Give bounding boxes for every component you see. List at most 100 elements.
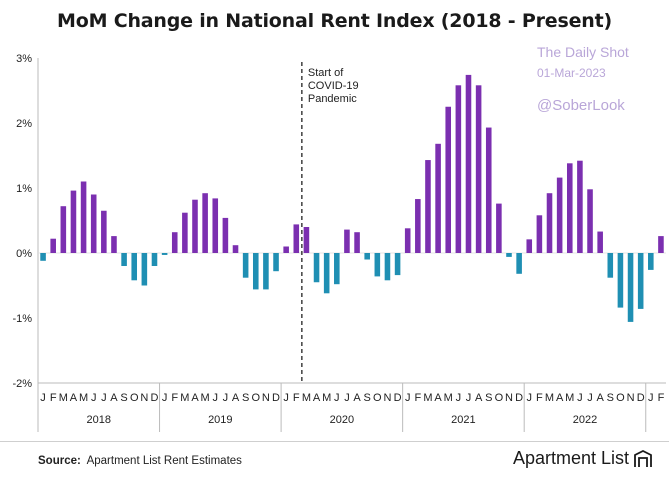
month-tick-label: F bbox=[171, 392, 178, 404]
month-tick-label: A bbox=[110, 392, 118, 404]
month-tick-label: J bbox=[334, 392, 340, 404]
year-label: 2019 bbox=[208, 414, 232, 426]
bar bbox=[323, 253, 330, 294]
month-tick-label: F bbox=[658, 392, 665, 404]
chart-title: MoM Change in National Rent Index (2018 … bbox=[57, 10, 612, 32]
bar bbox=[374, 253, 381, 277]
month-tick-label: J bbox=[91, 392, 97, 404]
bar bbox=[455, 85, 462, 253]
bar bbox=[151, 253, 158, 266]
bar bbox=[526, 239, 533, 253]
bar bbox=[182, 212, 188, 253]
month-tick-label: J bbox=[213, 392, 219, 404]
bar bbox=[232, 245, 239, 253]
footer-divider bbox=[0, 441, 669, 442]
bar bbox=[496, 203, 502, 253]
month-tick-label: O bbox=[616, 392, 625, 404]
y-tick-label: 3% bbox=[16, 53, 32, 65]
bar bbox=[344, 229, 350, 253]
bar bbox=[384, 253, 391, 281]
month-tick-label: A bbox=[434, 392, 442, 404]
month-tick-label: F bbox=[536, 392, 543, 404]
month-tick-label: O bbox=[495, 392, 504, 404]
year-label: 2021 bbox=[451, 414, 475, 426]
bar bbox=[313, 253, 320, 283]
bar bbox=[263, 253, 269, 290]
watermark-line-3: @SoberLook bbox=[537, 97, 625, 114]
month-tick-label: J bbox=[283, 392, 289, 404]
y-tick-label: 2% bbox=[16, 118, 32, 130]
apartment-list-icon bbox=[634, 449, 652, 467]
bar bbox=[364, 253, 370, 260]
month-tick-label: J bbox=[162, 392, 168, 404]
month-tick-label: A bbox=[70, 392, 78, 404]
month-tick-label: A bbox=[353, 392, 361, 404]
month-tick-label: O bbox=[130, 392, 139, 404]
covid-annotation-text: COVID-19 bbox=[308, 80, 359, 92]
bar bbox=[648, 253, 654, 270]
month-tick-label: J bbox=[648, 392, 654, 404]
month-tick-label: D bbox=[394, 392, 402, 404]
bar bbox=[303, 227, 310, 253]
source-label: Source: bbox=[38, 455, 81, 467]
brand-name: Apartment List bbox=[512, 448, 629, 468]
covid-annotation-text: Start of bbox=[308, 67, 344, 79]
month-tick-label: D bbox=[515, 392, 523, 404]
bar bbox=[202, 193, 208, 253]
bar bbox=[131, 253, 138, 281]
month-tick-label: J bbox=[344, 392, 350, 404]
y-tick-label: 1% bbox=[16, 183, 32, 195]
bar bbox=[637, 253, 644, 309]
chart-canvas: -2%-1%0%1%2%3%J F M A M J J A S O N D J F M A M J J A S O N D J F… bbox=[12, 53, 666, 432]
month-tick-label: S bbox=[242, 392, 249, 404]
bar bbox=[485, 127, 492, 253]
month-tick-label: M bbox=[302, 392, 311, 404]
watermark-line-2: 01-Mar-2023 bbox=[537, 66, 606, 80]
bar bbox=[415, 199, 421, 253]
bar bbox=[171, 232, 178, 253]
bar bbox=[111, 236, 117, 253]
bar bbox=[445, 106, 452, 253]
month-tick-label: M bbox=[423, 392, 432, 404]
bar bbox=[242, 253, 249, 278]
bar bbox=[506, 253, 512, 257]
bar bbox=[40, 253, 46, 261]
y-tick-label: 0% bbox=[16, 248, 32, 260]
y-tick-label: -1% bbox=[12, 313, 32, 325]
month-tick-label: M bbox=[545, 392, 554, 404]
bar bbox=[283, 246, 289, 253]
month-tick-label: J bbox=[456, 392, 462, 404]
bar bbox=[394, 253, 401, 276]
month-tick-label: D bbox=[272, 392, 280, 404]
bar bbox=[465, 74, 472, 254]
bar bbox=[546, 193, 553, 253]
watermark-line-1: The Daily Shot bbox=[537, 44, 629, 60]
month-tick-label: A bbox=[596, 392, 604, 404]
bar bbox=[70, 190, 77, 253]
bar bbox=[141, 253, 148, 286]
month-tick-label: N bbox=[627, 392, 635, 404]
bar bbox=[273, 253, 279, 272]
bar bbox=[161, 253, 168, 255]
bar bbox=[566, 163, 573, 253]
bar bbox=[536, 215, 543, 253]
month-tick-label: A bbox=[556, 392, 564, 404]
bar bbox=[435, 143, 441, 253]
month-tick-label: M bbox=[59, 392, 68, 404]
month-tick-label: J bbox=[40, 392, 46, 404]
bar bbox=[354, 232, 360, 253]
month-tick-label: M bbox=[444, 392, 453, 404]
bar bbox=[404, 228, 411, 253]
month-tick-label: A bbox=[313, 392, 321, 404]
bar bbox=[556, 177, 563, 253]
month-tick-label: N bbox=[383, 392, 391, 404]
month-tick-label: J bbox=[223, 392, 229, 404]
month-tick-label: S bbox=[364, 392, 371, 404]
month-tick-label: D bbox=[151, 392, 159, 404]
bar bbox=[212, 198, 219, 253]
bar bbox=[617, 253, 624, 308]
month-tick-label: S bbox=[607, 392, 614, 404]
bar bbox=[607, 253, 614, 278]
month-tick-label: D bbox=[637, 392, 645, 404]
month-tick-label: A bbox=[232, 392, 240, 404]
